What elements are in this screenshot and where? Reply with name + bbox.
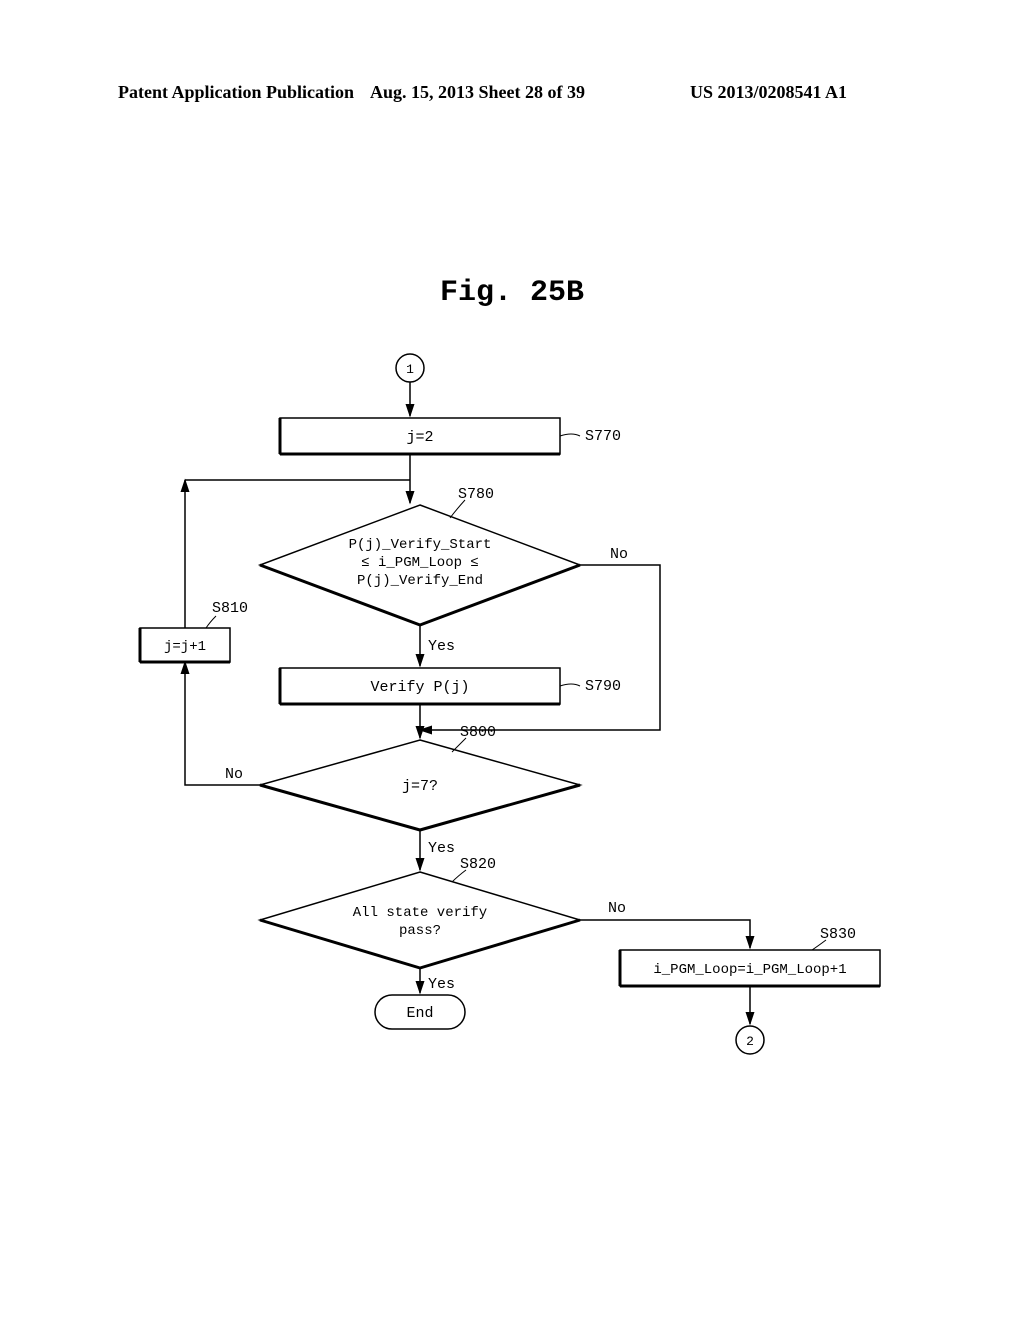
s780-line2: ≤ i_PGM_Loop ≤: [361, 555, 479, 571]
node-s800: j=7?: [260, 740, 580, 830]
flowchart-svg: 1 j=2 S770 P(j)_Verify_Start ≤ i_PGM_Loo…: [120, 340, 920, 1080]
header-mid: Aug. 15, 2013 Sheet 28 of 39: [370, 82, 585, 103]
ref-s790: S790: [585, 678, 621, 695]
s770-label: j=2: [406, 429, 433, 446]
ref-line-s800: [452, 738, 466, 752]
node-s790: Verify P(j): [280, 668, 560, 704]
ref-line-s820: [452, 870, 466, 882]
figure-title: Fig. 25B: [0, 276, 1024, 310]
header-right: US 2013/0208541 A1: [690, 82, 847, 103]
ref-s770: S770: [585, 428, 621, 445]
s820-line2: pass?: [399, 923, 441, 939]
s800-yes-label: Yes: [428, 840, 455, 857]
edge-s820-no: [580, 920, 750, 948]
s810-label: j=j+1: [164, 639, 206, 655]
ref-line-s770: [560, 434, 580, 436]
s780-line3: P(j)_Verify_End: [357, 573, 483, 589]
node-s820: All state verify pass?: [260, 872, 580, 968]
node-s770: j=2: [280, 418, 560, 454]
s820-line1: All state verify: [353, 905, 487, 921]
s800-label: j=7?: [402, 778, 438, 795]
s830-label: i_PGM_Loop=i_PGM_Loop+1: [653, 962, 846, 978]
page: Patent Application Publication Aug. 15, …: [0, 0, 1024, 1320]
edge-s800-no: [185, 662, 260, 785]
ref-s780: S780: [458, 486, 494, 503]
s820-no-label: No: [608, 900, 626, 917]
ref-line-s830: [812, 940, 826, 950]
node-s830: i_PGM_Loop=i_PGM_Loop+1: [620, 950, 880, 986]
node-s810: j=j+1: [140, 628, 230, 662]
connector-2-label: 2: [746, 1034, 754, 1049]
s780-yes-label: Yes: [428, 638, 455, 655]
node-s780: P(j)_Verify_Start ≤ i_PGM_Loop ≤ P(j)_Ve…: [260, 505, 580, 625]
s820-yes-label: Yes: [428, 976, 455, 993]
s780-no-label: No: [610, 546, 628, 563]
header-left: Patent Application Publication: [118, 82, 354, 103]
ref-line-s790: [560, 684, 580, 686]
ref-line-s810: [206, 616, 216, 628]
s780-line1: P(j)_Verify_Start: [349, 537, 492, 553]
ref-s810: S810: [212, 600, 248, 617]
end-label: End: [406, 1005, 433, 1022]
s800-no-label: No: [225, 766, 243, 783]
s790-label: Verify P(j): [370, 679, 469, 696]
connector-1-label: 1: [406, 362, 414, 377]
node-end: End: [375, 995, 465, 1029]
